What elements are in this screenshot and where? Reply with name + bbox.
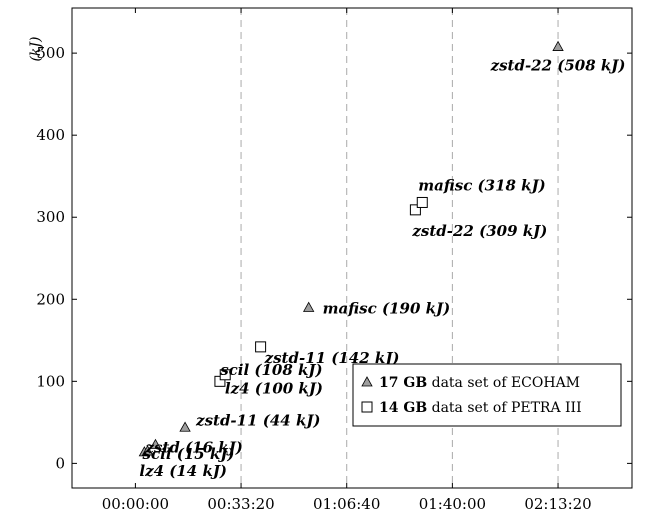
y-tick-label: 400	[36, 126, 65, 144]
point-label: zstd-11 (44 kJ)	[195, 411, 320, 429]
y-tick-label: 200	[36, 290, 65, 308]
x-tick-label: 00:33:20	[207, 495, 274, 513]
data-point-square	[409, 204, 421, 216]
data-points	[138, 40, 564, 457]
legend-label: 17 GB data set of ECOHAM	[379, 375, 580, 391]
data-point-triangle	[141, 445, 154, 456]
data-point-triangle	[302, 301, 315, 312]
data-point-square	[219, 369, 231, 381]
data-point-square	[416, 196, 428, 208]
legend-marker	[361, 376, 373, 387]
point-label: lz4 (14 kJ)	[139, 462, 227, 480]
data-point-triangle	[552, 40, 564, 51]
legend-description: data set of PETRA III	[427, 400, 581, 416]
legend-marker	[361, 401, 373, 413]
x-tick-label: 02:13:20	[524, 495, 591, 513]
plot-frame	[71, 7, 633, 489]
point-label: mafisc (318 kJ)	[418, 176, 546, 194]
point-label: zstd-22 (508 kJ)	[490, 57, 626, 75]
point-label: zstd (16 kJ)	[144, 439, 242, 457]
data-point-triangle	[179, 421, 191, 432]
data-point-square	[255, 341, 267, 353]
axis-ticks: 00:00:00 00:33:20 01:06:40 01:40:00 02:13:20…	[36, 8, 632, 513]
legend-size: 14 GB	[379, 400, 427, 416]
point-label: scil (15 kJ)	[143, 445, 235, 463]
x-tick-label: 01:06:40	[313, 495, 380, 513]
point-label: mafisc (190 kJ)	[323, 299, 451, 317]
data-point-triangle	[149, 438, 162, 449]
y-tick-label: 300	[36, 208, 65, 226]
y-tick-label: 0	[55, 454, 65, 472]
legend-box	[352, 363, 622, 427]
y-axis-label: (kJ)	[28, 37, 44, 62]
point-labels: lz4 (14 kJ)scil (15 kJ)zstd (16 kJ) zstd-…	[139, 57, 625, 480]
point-label: lz4 (100 kJ)	[225, 379, 323, 397]
x-tick-label: 01:40:00	[419, 495, 486, 513]
legend-label: 14 GB data set of PETRA III	[379, 400, 582, 416]
point-label: scil (108 kJ)	[220, 361, 322, 379]
y-tick-label: 100	[36, 372, 65, 390]
x-tick-label: 00:00:00	[102, 495, 169, 513]
legend-size: 17 GB	[379, 375, 427, 391]
y-tick-label: 500	[36, 44, 65, 62]
point-label: zstd-11 (142 kJ)	[264, 349, 400, 367]
legend-description: data set of ECOHAM	[427, 375, 580, 391]
point-label: zstd-22 (309 kJ)	[411, 222, 547, 240]
